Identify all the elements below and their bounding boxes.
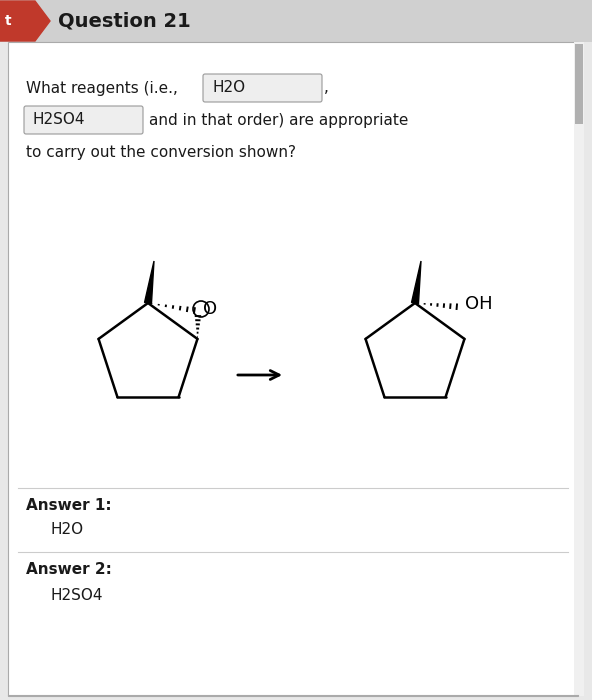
Text: H2SO4: H2SO4: [33, 113, 85, 127]
Text: O: O: [203, 300, 217, 318]
Text: Question 21: Question 21: [58, 11, 191, 31]
Bar: [0, 0, 592, 42]
Text: t: t: [5, 14, 12, 28]
Text: ,: ,: [324, 80, 329, 95]
Polygon shape: [411, 261, 421, 304]
Text: H2SO4: H2SO4: [50, 587, 102, 603]
FancyBboxPatch shape: [203, 74, 322, 102]
Bar: [574, 42, 584, 696]
Text: What reagents (i.e.,: What reagents (i.e.,: [26, 80, 178, 95]
Polygon shape: [0, 1, 50, 41]
Polygon shape: [144, 261, 154, 304]
Text: to carry out the conversion shown?: to carry out the conversion shown?: [26, 144, 296, 160]
Text: and in that order) are appropriate: and in that order) are appropriate: [149, 113, 408, 127]
Text: H2O: H2O: [212, 80, 245, 95]
Text: OH: OH: [465, 295, 493, 313]
Text: Answer 2:: Answer 2:: [26, 563, 112, 578]
FancyBboxPatch shape: [24, 106, 143, 134]
Text: H2O: H2O: [50, 522, 83, 538]
Text: Answer 1:: Answer 1:: [26, 498, 112, 512]
Bar: [575, 44, 583, 124]
